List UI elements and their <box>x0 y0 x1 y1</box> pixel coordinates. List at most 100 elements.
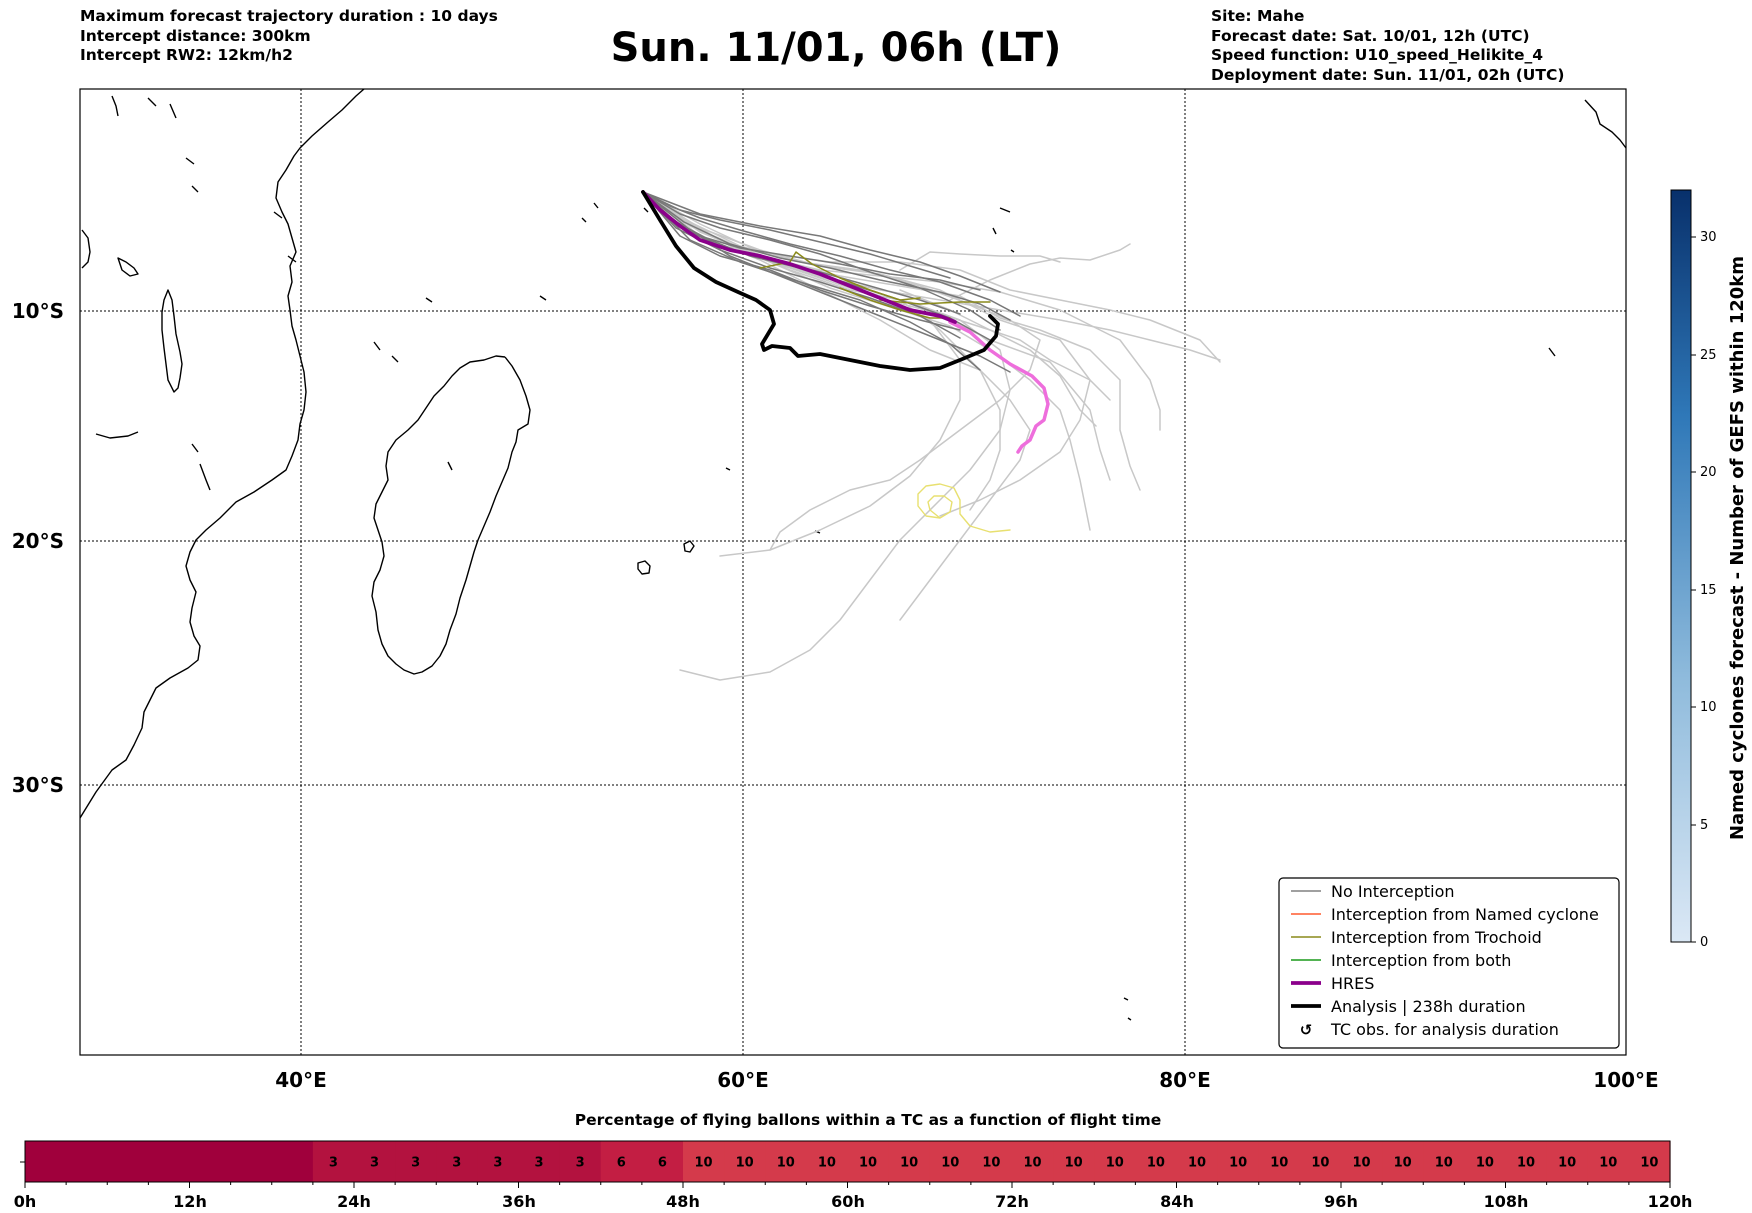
colorbar-tick-20: 20 <box>1700 465 1717 480</box>
timebar-label-60h: 60h <box>831 1192 865 1211</box>
timebar-cell <box>1423 1141 1465 1182</box>
analysis-track <box>641 190 1000 372</box>
colorbar-ticks <box>1691 236 1696 943</box>
timebar-cell <box>559 1141 602 1182</box>
timebar-cell <box>271 1141 314 1182</box>
africa-coast <box>80 89 365 819</box>
timebar-label-12h: 12h <box>173 1192 207 1211</box>
deployment-date: Deployment date: Sun. 11/01, 02h (UTC) <box>1211 65 1565 84</box>
timebar-cell-value: 10 <box>818 1156 836 1171</box>
timebar-cell-value: 10 <box>982 1156 1000 1171</box>
timebar-cell-value: 10 <box>1270 1156 1288 1171</box>
timebar-label-24h: 24h <box>337 1192 371 1211</box>
map-frame <box>79 88 1627 1056</box>
speed-function: Speed function: U10_speed_Helikite_4 <box>1211 46 1544 64</box>
mauritius-coast <box>637 560 651 575</box>
timebar-cell <box>1628 1141 1671 1182</box>
timebar-cell <box>1505 1141 1548 1182</box>
legend-label-named-cyclone: Interception from Named cyclone <box>1331 905 1599 924</box>
colorbar-tick-30: 30 <box>1700 230 1717 245</box>
timebar-cell-value: 10 <box>695 1156 713 1171</box>
timebar-cell-value: 10 <box>1106 1156 1124 1171</box>
site-name: Site: Mahe <box>1211 7 1305 25</box>
lat-label-10s: 10°S <box>12 299 64 323</box>
timebar-cell <box>847 1141 890 1182</box>
lon-axis-labels: 40°E 60°E 80°E 100°E <box>275 1068 1658 1092</box>
comoros-islands <box>161 289 183 393</box>
page-title: Sun. 11/01, 06h (LT) <box>0 24 1752 72</box>
timebar-cell <box>25 1141 67 1182</box>
coastlines <box>80 89 1626 1021</box>
timebar-cell <box>1587 1141 1630 1182</box>
forecast-parameters: Maximum forecast trajectory duration : 1… <box>80 7 498 66</box>
islands-small <box>81 95 1626 1021</box>
timebar-cell-value: 3 <box>576 1156 585 1171</box>
timebar-cell <box>1546 1141 1589 1182</box>
timebar-cell <box>724 1141 766 1182</box>
lat-axis-labels: 10°S 20°S 30°S <box>12 299 64 797</box>
colorbar-tick-0: 0 <box>1700 935 1708 950</box>
timebar-cell-value: 3 <box>493 1156 502 1171</box>
timebar-label-108h: 108h <box>1484 1192 1529 1211</box>
graticule <box>80 89 1626 1055</box>
timebar-cell-value: 10 <box>859 1156 877 1171</box>
timebar-label-72h: 72h <box>995 1192 1029 1211</box>
lon-label-100e: 100°E <box>1593 1068 1658 1092</box>
timebar-label-96h: 96h <box>1324 1192 1358 1211</box>
timebar-cell <box>1053 1141 1095 1182</box>
timebar-cell <box>1135 1141 1178 1182</box>
timebar-cell-value: 3 <box>411 1156 420 1171</box>
trochoid-spiral <box>917 483 1011 533</box>
legend-label-hres: HRES <box>1331 974 1374 993</box>
colorbar-tick-15: 15 <box>1700 583 1717 598</box>
timebar-cell <box>230 1141 273 1182</box>
colorbar-tick-25: 25 <box>1700 348 1717 363</box>
reunion-coast <box>683 540 695 553</box>
timebar-cell-value: 10 <box>1229 1156 1247 1171</box>
trochoid-interception-members <box>759 251 991 319</box>
timebar-cell <box>1217 1141 1260 1182</box>
timebar-label-120h: 120h <box>1648 1192 1693 1211</box>
timebar-cell-value: 10 <box>1024 1156 1042 1171</box>
timebar-cell-value: 3 <box>452 1156 461 1171</box>
timebar-cell-value: 10 <box>1599 1156 1617 1171</box>
timebar-cell <box>970 1141 1013 1182</box>
timebar-cell <box>806 1141 849 1182</box>
madagascar-coast <box>371 355 531 675</box>
timebar-cell-value: 10 <box>1188 1156 1206 1171</box>
timebar-cell <box>1341 1141 1383 1182</box>
timebar-label-0h: 0h <box>14 1192 37 1211</box>
param-intercept-distance: Intercept distance: 300km <box>80 26 311 45</box>
timebar-cell <box>395 1141 437 1182</box>
timebar-cell-value: 10 <box>941 1156 959 1171</box>
timebar-label-36h: 36h <box>502 1192 536 1211</box>
timebar-cells: 3 3 3 3 3 3 3 6 6 10 10 10 10 10 10 10 10 10 10 10 10 10 10 10 1… <box>25 1141 1671 1182</box>
timebar-cell <box>1464 1141 1507 1182</box>
ensemble-trajectories <box>641 190 1221 681</box>
lat-label-20s: 20°S <box>12 529 64 553</box>
timebar-cell-value: 3 <box>329 1156 338 1171</box>
timebar-cell <box>765 1141 807 1182</box>
timebar-cell-value: 3 <box>370 1156 379 1171</box>
timebar-cell-value: 10 <box>900 1156 918 1171</box>
timebar-label-48h: 48h <box>666 1192 700 1211</box>
param-intercept-rw2: Intercept RW2: 12km/h2 <box>80 46 293 64</box>
cyclone-symbol-icon: ↺ <box>1300 1021 1313 1039</box>
timebar-cell <box>518 1141 561 1182</box>
timebar-cell-value: 10 <box>1065 1156 1083 1171</box>
colorbar-tick-5: 5 <box>1700 818 1708 833</box>
lon-label-40e: 40°E <box>275 1068 327 1092</box>
timebar-cell-value: 10 <box>1394 1156 1412 1171</box>
timebar-cell <box>66 1141 108 1182</box>
timebar-cell-value: 10 <box>1558 1156 1576 1171</box>
legend-label-analysis: Analysis | 238h duration <box>1331 997 1526 1016</box>
timebar-cell-value: 10 <box>1517 1156 1535 1171</box>
timebar-cell <box>929 1141 972 1182</box>
timebar-cell <box>1382 1141 1424 1182</box>
timebar-cell <box>107 1141 149 1182</box>
timebar-cell <box>683 1141 725 1182</box>
timebar-cell-value: 10 <box>1640 1156 1658 1171</box>
legend-label-no-interception: No Interception <box>1331 882 1455 901</box>
timebar-cell-value: 10 <box>1147 1156 1165 1171</box>
